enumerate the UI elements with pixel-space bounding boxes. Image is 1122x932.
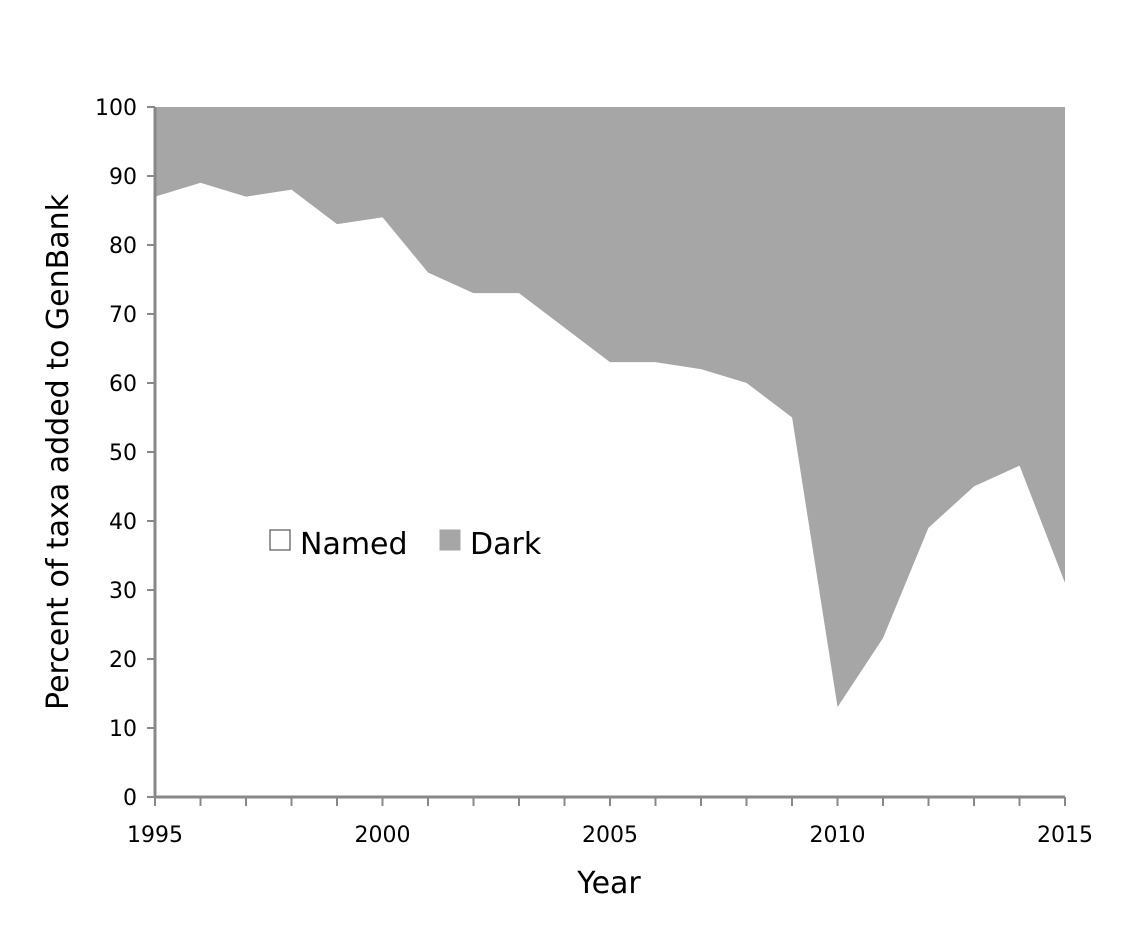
y-tick-label: 10 xyxy=(109,717,137,742)
x-tick-label: 2000 xyxy=(355,823,411,848)
y-tick-label: 50 xyxy=(109,441,137,466)
x-axis-title: Year xyxy=(576,866,641,901)
y-tick-label: 30 xyxy=(109,579,137,604)
y-tick-label: 60 xyxy=(109,372,137,397)
y-axis-title: Percent of taxa added to GenBank xyxy=(41,193,76,710)
series-area-named xyxy=(155,182,1065,797)
axes: 0 10 20 30 40 50 60 70 80 90 100 1995 2000 2005 2010 20… xyxy=(95,96,1093,848)
legend-label-named: Named xyxy=(300,527,408,562)
legend: Named Dark xyxy=(269,527,542,562)
x-tick-label: 2010 xyxy=(810,823,866,848)
y-tick-label: 40 xyxy=(109,510,137,535)
series-area-dark xyxy=(155,107,1065,708)
y-tick-label: 70 xyxy=(109,303,137,328)
legend-swatch-named xyxy=(269,529,291,551)
y-tick-label: 100 xyxy=(95,96,137,121)
legend-swatch-dark xyxy=(439,529,461,551)
y-tick-label: 90 xyxy=(109,165,137,190)
y-tick-label: 20 xyxy=(109,648,137,673)
y-tick-label: 0 xyxy=(123,786,137,811)
x-tick-label: 1995 xyxy=(127,823,183,848)
y-tick-label: 80 xyxy=(109,234,137,259)
legend-label-dark: Dark xyxy=(470,527,542,562)
plot-area xyxy=(155,107,1065,797)
x-tick-label: 2015 xyxy=(1037,823,1093,848)
x-tick-label: 2005 xyxy=(582,823,638,848)
